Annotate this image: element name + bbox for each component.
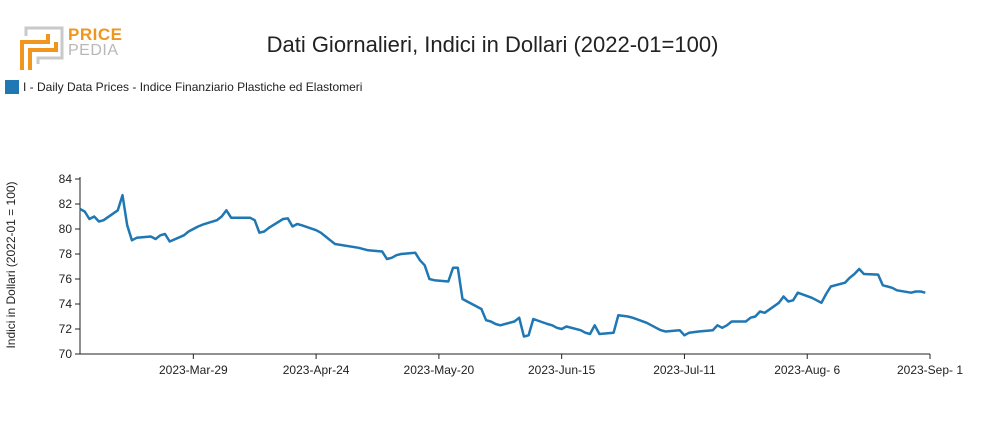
- x-axis: 2023-Mar-29 2023-Apr-24 2023-May-20 2023-Ju…: [80, 353, 963, 377]
- legend[interactable]: I - Daily Data Prices - Indice Finanziar…: [5, 80, 362, 94]
- series-line: [79, 193, 926, 338]
- y-tick-label: 74: [59, 297, 73, 311]
- series-layer: [79, 193, 926, 338]
- legend-swatch: [5, 80, 19, 94]
- x-tick-label: 2023-May-20: [404, 363, 475, 377]
- y-axis: 70 72 74 76 78 80 82 84: [59, 172, 81, 361]
- y-tick-label: 82: [59, 197, 73, 211]
- logo-mark-icon: [20, 26, 64, 70]
- logo-text-pedia: PEDIA: [68, 42, 119, 59]
- x-tick-label: 2023-Sep- 1: [897, 363, 963, 377]
- logo-text-price: PRICE: [68, 25, 123, 44]
- y-tick-label: 78: [59, 247, 73, 261]
- x-tick-label: 2023-Apr-24: [283, 363, 350, 377]
- x-tick-label: 2023-Jul-11: [653, 363, 716, 377]
- y-tick-label: 84: [59, 172, 73, 186]
- y-tick-label: 76: [59, 272, 73, 286]
- chart-title: Dati Giornalieri, Indici in Dollari (202…: [266, 32, 719, 57]
- y-axis-title: Indici in Dollari (2022-01 = 100): [4, 181, 18, 348]
- x-tick-label: 2023-Aug- 6: [774, 363, 840, 377]
- legend-label: I - Daily Data Prices - Indice Finanziar…: [23, 80, 363, 94]
- y-tick-label: 72: [59, 322, 73, 336]
- x-tick-label: 2023-Jun-15: [528, 363, 596, 377]
- y-tick-label: 80: [59, 222, 73, 236]
- pricepedia-logo: PRICE PEDIA: [18, 24, 128, 70]
- y-tick-label: 70: [59, 347, 73, 361]
- x-tick-label: 2023-Mar-29: [159, 363, 228, 377]
